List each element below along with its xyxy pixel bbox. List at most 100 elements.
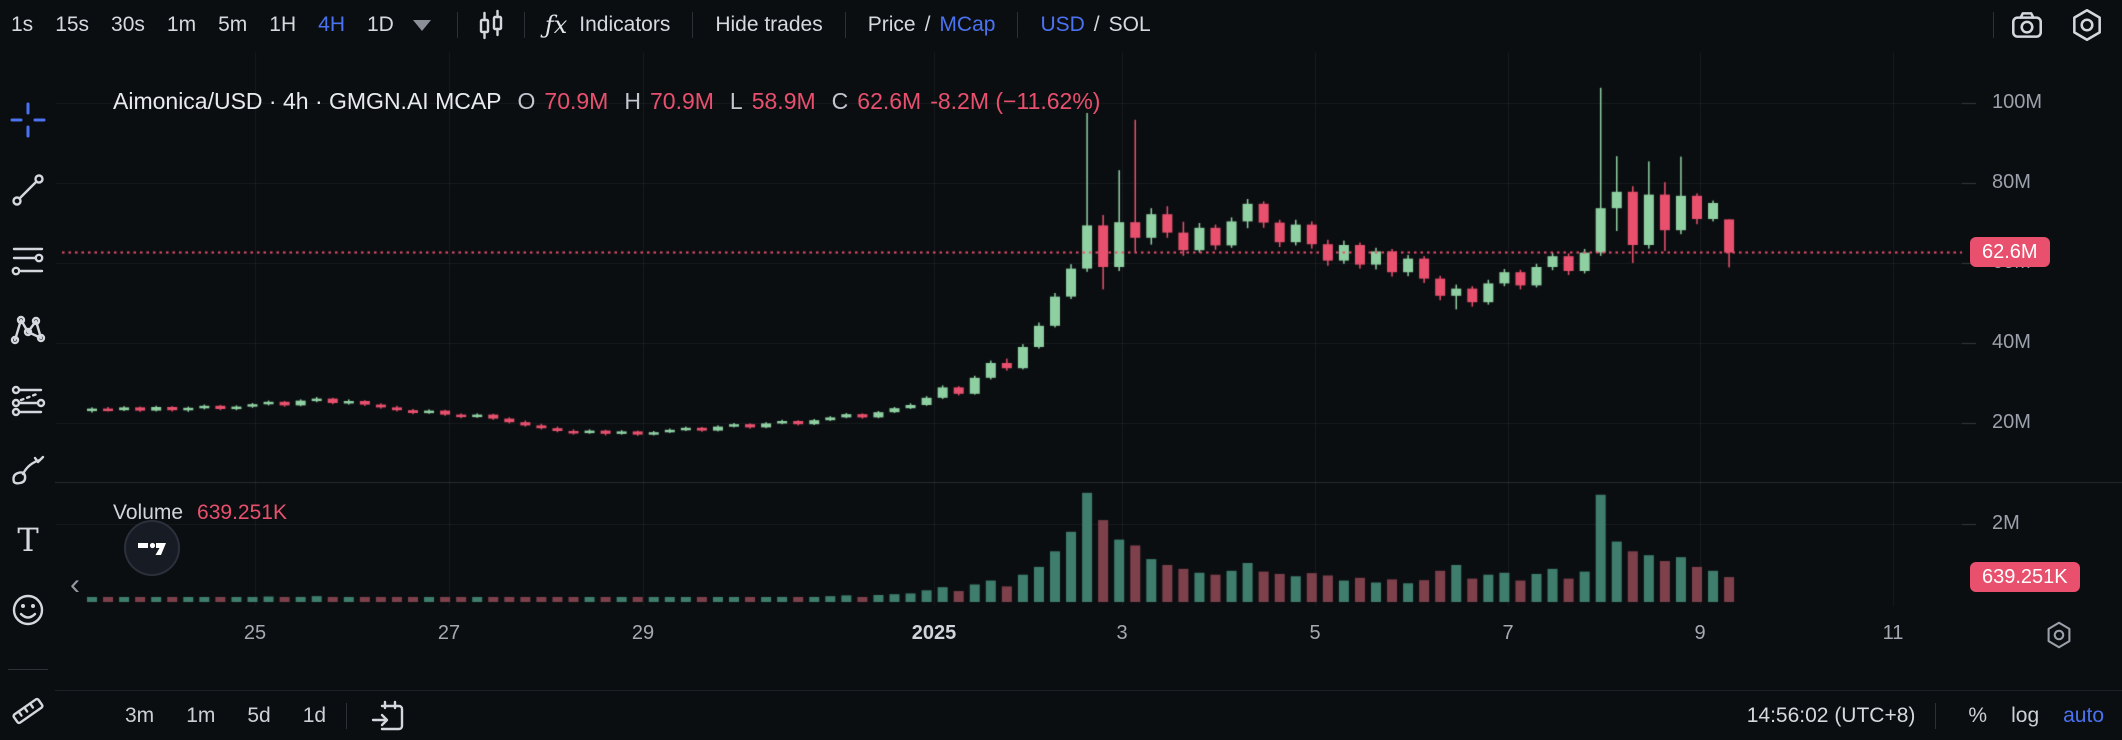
usd-option-active[interactable]: USD [1040,13,1085,36]
toolbar-divider [523,12,525,38]
brush-icon [11,455,44,485]
xabcd-pattern-icon [10,315,45,345]
close-value: 62.6M [857,88,922,114]
fx-icon[interactable]: ƒx [544,11,568,39]
time-axis-label: 25 [243,622,267,644]
xabcd-pattern-tool[interactable] [9,311,47,349]
chart-settings-button[interactable] [2066,4,2108,46]
smiley-icon [12,594,43,626]
time-axis-label: 7 [1502,622,1514,644]
price-axis-label: 80M [1992,171,2031,193]
time-axis-label: 5 [1309,622,1321,644]
ruler-icon [11,697,44,725]
horizontal-lines-icon [11,247,43,276]
price-mcap-toggle: Price / MCap [867,13,996,36]
last-volume-badge: 639.251K [1970,562,2080,592]
close-label: C [831,88,849,114]
position-tool-icon [11,385,45,417]
timeframe-1m[interactable]: 1m [166,13,197,36]
timeframe-1s[interactable]: 1s [11,13,34,36]
range-1m-button[interactable]: 1m [186,703,216,727]
time-axis-label: 29 [631,622,655,644]
measure-tool[interactable] [9,692,47,730]
timeframe-dropdown-caret-icon[interactable] [412,19,431,31]
timeframe-30s[interactable]: 30s [111,13,145,36]
candles-icon [479,9,503,40]
tradingview-logo[interactable] [123,519,181,582]
timeframe-5m[interactable]: 5m [218,13,248,36]
bottom-toolbar: 3m 1m 5d 1d 14:56:02 (UTC+8) % log auto [55,690,2122,740]
hide-trades-button[interactable]: Hide trades [715,13,823,36]
time-axis-label: 2025 [911,622,957,644]
open-label: O [517,88,536,114]
high-label: H [624,88,641,114]
usd-sol-toggle: USD / SOL [1040,13,1151,36]
range-3m-button[interactable]: 3m [125,703,155,727]
top-toolbar: 1s 15s 30s 1m 5m 1H 4H 1D ƒx Indicators … [0,0,2122,50]
trend-line-tool[interactable] [9,171,47,209]
range-5d-button[interactable]: 5d [247,703,271,727]
emoji-tool[interactable] [9,591,47,629]
timeframe-1h[interactable]: 1H [269,13,297,36]
price-axis-label: 40M [1992,331,2031,353]
timeframe-15s[interactable]: 15s [55,13,90,36]
toolbar-divider [456,12,458,38]
camera-icon [2012,12,2042,38]
toolbar-divider [1935,702,1937,729]
clock-timezone-button[interactable]: 14:56:02 (UTC+8) [1746,703,1916,727]
volume-header: Volume 639.251K [113,501,287,525]
last-price-badge: 62.6M [1970,237,2050,267]
brush-tool[interactable] [9,451,47,489]
log-scale-button[interactable]: log [2011,703,2040,727]
timeframe-1d[interactable]: 1D [367,13,394,36]
low-value: 58.9M [751,88,816,114]
chart-header: Aimonica/USD · 4h · GMGN.AI MCAP O 70.9M … [113,88,1100,115]
long-short-position-tool[interactable] [9,381,47,419]
screenshot-button[interactable] [2006,4,2048,46]
svg-text:T: T [17,521,39,559]
sidebar-divider [7,669,48,670]
drawing-toolbar: T [0,50,55,740]
toolbar-divider [844,12,846,38]
time-axis-settings-button[interactable] [2042,618,2076,657]
volume-axis-label: 2M [1992,512,2020,534]
volume-label: Volume [113,501,184,524]
range-1d-button[interactable]: 1d [302,703,327,727]
high-value: 70.9M [649,88,714,114]
toolbar-divider [1017,12,1019,38]
horizontal-lines-tool[interactable] [9,241,47,279]
gear-icon [2047,621,2071,649]
price-axis-label: 20M [1992,411,2031,433]
trend-line-icon [11,174,44,206]
time-axis-label: 27 [437,622,461,644]
change-value: -8.2M (−11.62%) [930,88,1101,114]
toolbar-divider [692,12,694,38]
timeframe-4h-active[interactable]: 4H [318,13,345,36]
time-axis-label: 9 [1694,622,1706,644]
text-tool-icon: T [17,521,39,559]
crosshair-icon [10,102,45,138]
tradingview-logo-icon [124,520,180,576]
indicators-button[interactable]: Indicators [579,13,671,36]
mcap-option-active[interactable]: MCap [939,13,996,36]
symbol-title: Aimonica/USD · 4h · GMGN.AI MCAP [113,88,502,114]
text-tool[interactable]: T [9,521,47,559]
percent-scale-button[interactable]: % [1968,703,1988,727]
auto-scale-button[interactable]: auto [2063,703,2104,727]
time-axis-label: 3 [1116,622,1128,644]
go-to-date-button[interactable] [367,695,409,737]
toolbar-divider [346,702,348,729]
chevron-left-icon[interactable]: ‹ [70,568,80,601]
candle-style-button[interactable] [470,4,512,46]
price-axis-label: 100M [1992,91,2043,113]
price-option[interactable]: Price [867,13,916,36]
open-value: 70.9M [544,88,609,114]
low-label: L [729,88,743,114]
crosshair-tool[interactable] [9,101,47,139]
sol-option[interactable]: SOL [1108,13,1151,36]
toolbar-divider [1993,12,1994,38]
calendar-arrow-icon [371,700,404,730]
volume-value: 639.251K [197,501,287,524]
